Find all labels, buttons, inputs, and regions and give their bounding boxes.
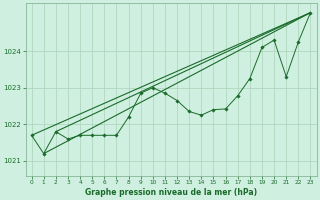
X-axis label: Graphe pression niveau de la mer (hPa): Graphe pression niveau de la mer (hPa) xyxy=(85,188,257,197)
